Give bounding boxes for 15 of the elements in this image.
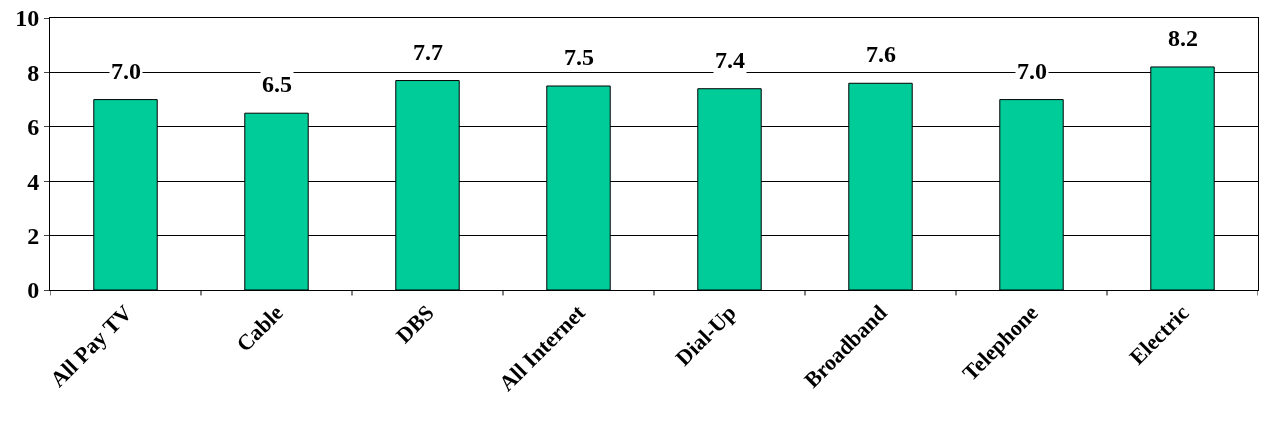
x-tick-label: All Pay TV (45, 299, 137, 392)
data-label: 7.7 (413, 39, 443, 65)
data-label: 7.6 (866, 41, 896, 67)
y-tick-label: 0 (27, 277, 40, 304)
data-label: 6.5 (262, 71, 292, 97)
y-tick-label: 6 (27, 114, 40, 141)
data-label: 7.0 (111, 58, 141, 84)
y-tick-label: 4 (27, 168, 40, 195)
data-label: 7.4 (715, 47, 745, 73)
y-tick-label: 10 (15, 5, 40, 32)
y-tick-label: 8 (27, 59, 40, 86)
y-tick-label: 2 (27, 223, 40, 249)
data-label: 7.5 (564, 44, 594, 70)
data-label: 7.0 (1017, 58, 1047, 84)
data-label: 8.2 (1168, 25, 1198, 51)
